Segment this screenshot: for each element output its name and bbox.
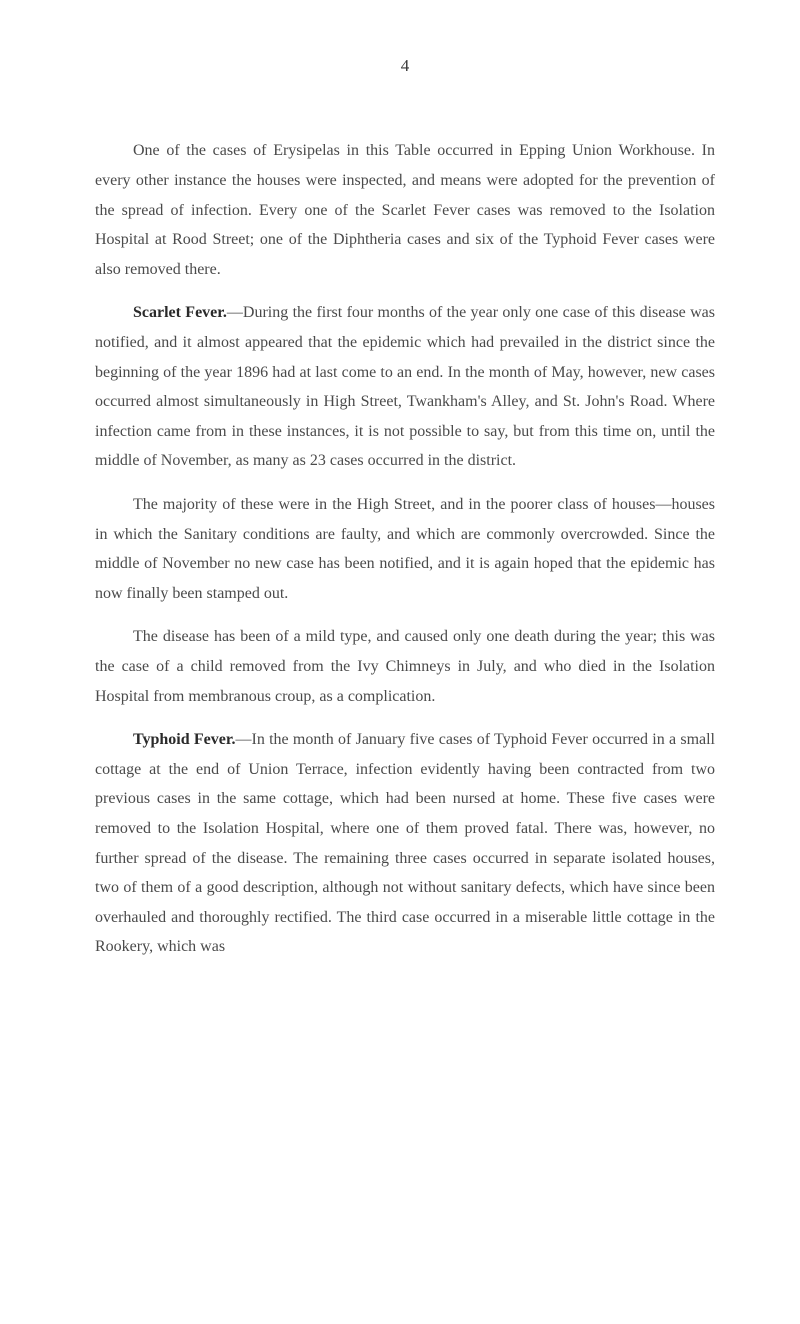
paragraph-1: One of the cases of Erysipelas in this T… <box>95 136 715 284</box>
paragraph-3: The majority of these were in the High S… <box>95 490 715 608</box>
page-number: 4 <box>95 50 715 81</box>
paragraph-5-body: —In the month of January five cases of T… <box>95 731 715 955</box>
paragraph-2-scarlet-fever: Scarlet Fever.—During the first four mon… <box>95 298 715 476</box>
scarlet-fever-heading: Scarlet Fever. <box>133 304 227 321</box>
typhoid-fever-heading: Typhoid Fever. <box>133 731 236 748</box>
paragraph-4: The disease has been of a mild type, and… <box>95 622 715 711</box>
paragraph-2-body: —During the first four months of the yea… <box>95 304 715 469</box>
paragraph-5-typhoid-fever: Typhoid Fever.—In the month of January f… <box>95 725 715 962</box>
